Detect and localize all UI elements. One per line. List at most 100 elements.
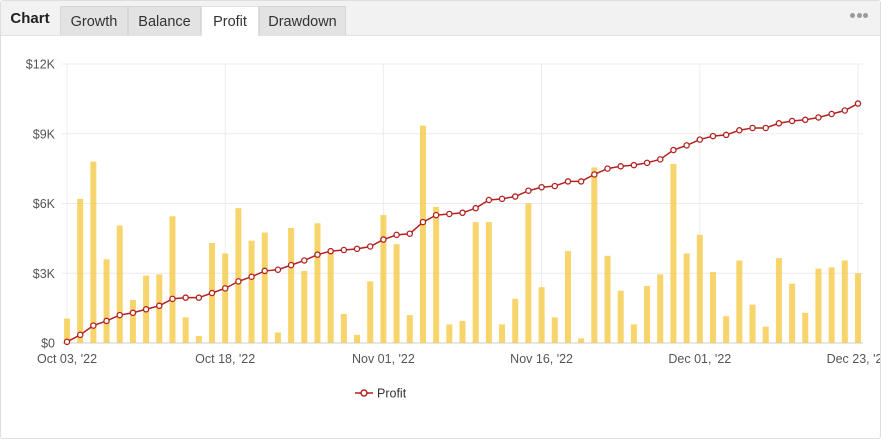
profit-point[interactable]	[380, 236, 387, 243]
profit-point[interactable]	[314, 251, 321, 258]
profit-bar[interactable]	[775, 258, 782, 343]
profit-bar[interactable]	[222, 253, 229, 343]
profit-bar[interactable]	[736, 260, 743, 343]
profit-point[interactable]	[169, 295, 176, 303]
profit-bar[interactable]	[116, 225, 123, 343]
profit-bar[interactable]	[459, 320, 466, 343]
profit-point[interactable]	[76, 331, 84, 339]
profit-point[interactable]	[683, 142, 690, 149]
profit-bar[interactable]	[314, 223, 321, 343]
profit-point[interactable]	[301, 257, 308, 264]
profit-point[interactable]	[815, 114, 822, 121]
profit-point[interactable]	[327, 247, 334, 255]
profit-point[interactable]	[287, 261, 295, 269]
profit-point[interactable]	[538, 183, 545, 191]
tab-growth[interactable]: Growth	[60, 6, 128, 35]
profit-bar[interactable]	[591, 167, 598, 343]
profit-bar[interactable]	[169, 216, 176, 343]
profit-point[interactable]	[221, 285, 229, 292]
profit-bar[interactable]	[367, 281, 374, 343]
profit-point[interactable]	[775, 120, 783, 127]
profit-bar[interactable]	[723, 316, 730, 343]
profit-bar[interactable]	[696, 234, 703, 343]
profit-bar[interactable]	[195, 336, 202, 343]
profit-bar[interactable]	[301, 270, 308, 343]
profit-bar[interactable]	[182, 317, 189, 343]
profit-bar[interactable]	[499, 324, 506, 343]
profit-bar[interactable]	[261, 232, 268, 343]
profit-point[interactable]	[670, 146, 677, 154]
tab-profit[interactable]: Profit	[201, 6, 259, 36]
profit-bar[interactable]	[815, 268, 822, 343]
profit-point[interactable]	[419, 218, 427, 226]
profit-bar[interactable]	[446, 324, 453, 343]
profit-point[interactable]	[498, 195, 506, 203]
profit-bar[interactable]	[340, 313, 347, 343]
profit-bar[interactable]	[789, 283, 796, 343]
profit-point[interactable]	[195, 294, 203, 301]
profit-bar[interactable]	[433, 206, 440, 343]
profit-bar[interactable]	[274, 332, 281, 343]
profit-bar[interactable]	[288, 227, 295, 343]
profit-bar[interactable]	[512, 298, 519, 343]
profit-bar[interactable]	[670, 163, 677, 343]
profit-point[interactable]	[103, 317, 110, 325]
profit-point[interactable]	[393, 231, 400, 239]
profit-bar[interactable]	[103, 259, 110, 343]
profit-point[interactable]	[696, 136, 704, 143]
profit-point[interactable]	[90, 322, 97, 329]
profit-bar[interactable]	[485, 222, 492, 343]
profit-point[interactable]	[828, 110, 835, 118]
profit-point[interactable]	[617, 163, 624, 170]
profit-point[interactable]	[722, 131, 730, 139]
profit-bar[interactable]	[564, 251, 571, 343]
profit-point[interactable]	[749, 124, 756, 132]
profit-bar[interactable]	[630, 324, 637, 343]
profit-bar[interactable]	[248, 240, 255, 343]
profit-point[interactable]	[340, 246, 348, 254]
profit-point[interactable]	[709, 132, 717, 140]
profit-bar[interactable]	[578, 338, 585, 343]
profit-point[interactable]	[657, 156, 664, 163]
profit-point[interactable]	[577, 178, 585, 185]
profit-point[interactable]	[485, 196, 493, 204]
profit-bar[interactable]	[90, 161, 97, 343]
profit-bar[interactable]	[855, 273, 861, 343]
profit-point[interactable]	[788, 117, 796, 125]
profit-bar[interactable]	[538, 287, 545, 343]
profit-point[interactable]	[630, 161, 638, 169]
profit-point[interactable]	[248, 273, 255, 280]
profit-point[interactable]	[854, 100, 862, 107]
profit-point[interactable]	[511, 193, 519, 200]
profit-bar[interactable]	[644, 286, 651, 343]
profit-bar[interactable]	[551, 317, 558, 343]
profit-point[interactable]	[736, 127, 743, 134]
profit-point[interactable]	[459, 209, 466, 217]
profit-point[interactable]	[366, 243, 374, 250]
profit-bar[interactable]	[604, 255, 611, 343]
profit-bar[interactable]	[393, 244, 400, 343]
tab-balance[interactable]: Balance	[128, 6, 201, 35]
profit-bar[interactable]	[354, 334, 361, 343]
profit-point[interactable]	[182, 294, 189, 301]
profit-bar[interactable]	[709, 272, 716, 343]
profit-bar[interactable]	[683, 253, 690, 343]
legend-label-profit[interactable]: Profit	[377, 387, 407, 401]
profit-point[interactable]	[142, 306, 150, 313]
profit-bar[interactable]	[327, 252, 334, 343]
profit-bar[interactable]	[841, 260, 848, 343]
profit-point[interactable]	[353, 245, 361, 253]
profit-bar[interactable]	[525, 203, 532, 344]
profit-point[interactable]	[274, 266, 282, 274]
profit-bar[interactable]	[617, 290, 624, 343]
profit-point[interactable]	[432, 211, 440, 219]
profit-bar[interactable]	[657, 274, 664, 343]
profit-bar[interactable]	[77, 198, 84, 343]
profit-bar[interactable]	[749, 304, 756, 343]
profit-point[interactable]	[604, 165, 611, 172]
profit-point[interactable]	[261, 267, 268, 275]
profit-point[interactable]	[802, 116, 809, 124]
profit-bar[interactable]	[828, 267, 835, 343]
profit-bar[interactable]	[64, 318, 70, 343]
profit-point[interactable]	[643, 159, 651, 167]
